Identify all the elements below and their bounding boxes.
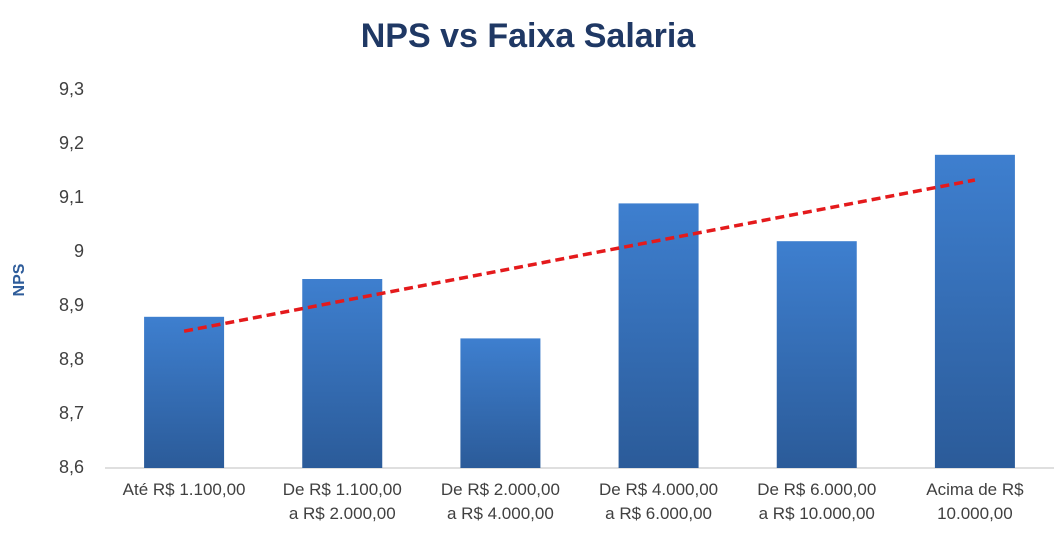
y-tick-label: 8,7: [59, 403, 84, 423]
chart-title: NPS vs Faixa Salaria: [361, 17, 697, 55]
x-tick-label: De R$ 6.000,00 a R$ 10.000,00: [757, 480, 877, 523]
y-tick-label: 9: [74, 241, 84, 261]
bar: [460, 338, 541, 468]
x-tick-label: Até R$ 1.100,00: [122, 480, 246, 499]
y-tick-label: 8,8: [59, 349, 84, 369]
bar: [302, 279, 383, 468]
y-axis-label: NPS: [11, 263, 28, 296]
x-tick-label: De R$ 2.000,00 a R$ 4.000,00: [440, 480, 560, 523]
x-tick-label: De R$ 4.000,00 a R$ 6.000,00: [599, 480, 719, 523]
y-tick-label: 9,1: [59, 187, 84, 207]
trendline: [183, 178, 976, 333]
y-tick-label: 8,9: [59, 295, 84, 315]
bar: [934, 154, 1015, 469]
bar: [144, 316, 225, 468]
bar: [618, 203, 699, 468]
x-tick-label: De R$ 1.100,00 a R$ 2.000,00: [282, 480, 402, 523]
y-tick-label: 9,2: [59, 133, 84, 153]
y-tick-label: 9,3: [59, 79, 84, 99]
x-tick-label: Acima de R$ 10.000,00: [926, 480, 1024, 523]
y-tick-label: 8,6: [59, 457, 84, 477]
bar: [776, 241, 857, 468]
